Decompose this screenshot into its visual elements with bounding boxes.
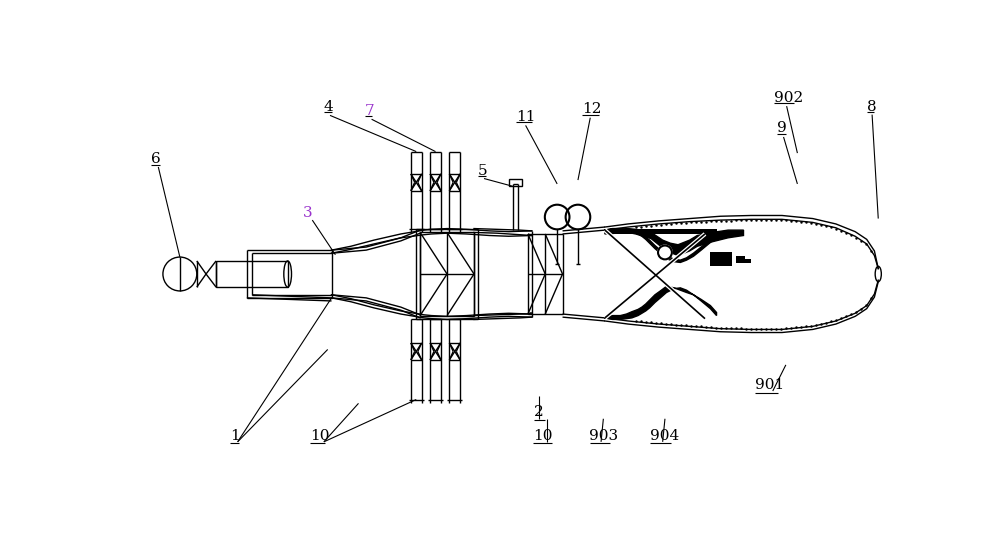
Text: 4: 4 — [324, 100, 334, 114]
Polygon shape — [605, 229, 744, 256]
Text: 904: 904 — [650, 429, 679, 443]
Text: 10: 10 — [533, 429, 553, 443]
Polygon shape — [604, 286, 717, 320]
Text: 12: 12 — [582, 102, 601, 116]
Text: 901: 901 — [755, 379, 784, 393]
Text: 6: 6 — [151, 152, 160, 166]
Bar — [736, 256, 745, 263]
Text: 903: 903 — [590, 429, 619, 443]
Circle shape — [658, 245, 672, 259]
Bar — [509, 179, 522, 186]
Text: 8: 8 — [867, 100, 876, 114]
Text: 7: 7 — [365, 104, 374, 118]
Text: 5: 5 — [478, 164, 487, 178]
Bar — [710, 252, 732, 266]
Text: 2: 2 — [534, 406, 544, 420]
Bar — [745, 259, 751, 263]
Text: 9: 9 — [777, 122, 786, 136]
Text: 1: 1 — [230, 429, 240, 443]
Polygon shape — [604, 229, 717, 263]
Text: 10: 10 — [310, 429, 329, 443]
Text: 902: 902 — [774, 90, 804, 104]
Bar — [605, 229, 717, 234]
Text: 3: 3 — [303, 206, 313, 220]
Bar — [216, 261, 288, 287]
Text: 11: 11 — [516, 110, 536, 124]
